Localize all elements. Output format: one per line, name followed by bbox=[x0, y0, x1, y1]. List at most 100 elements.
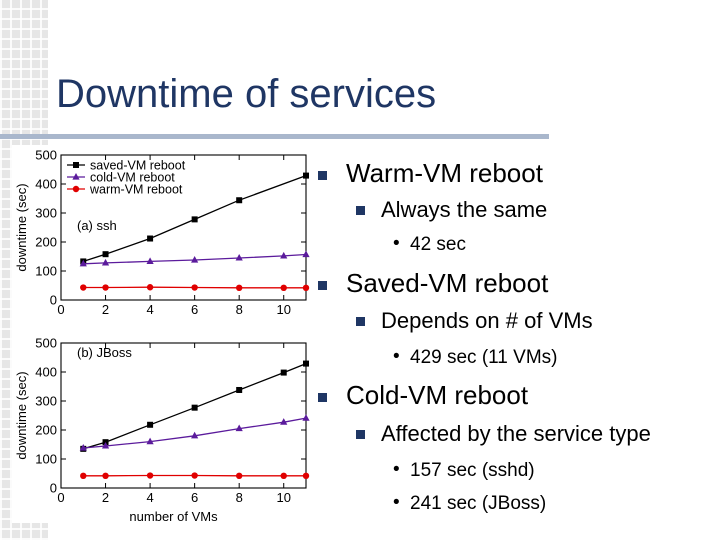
chart-ssh-legend-label: warm-VM reboot bbox=[89, 183, 183, 197]
chart-jboss-data-point bbox=[280, 418, 288, 425]
chart-ssh-y-tick-label: 0 bbox=[50, 293, 57, 308]
bullet-square bbox=[318, 393, 327, 402]
chart-ssh-x-tick-label: 2 bbox=[102, 302, 109, 317]
chart-ssh-x-tick-label: 0 bbox=[57, 302, 64, 317]
chart-ssh-data-point bbox=[102, 251, 109, 258]
chart-ssh-data-point bbox=[302, 250, 310, 258]
chart-ssh-data-point bbox=[191, 255, 199, 263]
bullet-dot: • bbox=[393, 492, 400, 513]
chart-ssh-annotation: (a) ssh bbox=[77, 218, 117, 233]
chart-jboss-data-point bbox=[280, 472, 287, 480]
chart-jboss-series-1 bbox=[79, 414, 310, 451]
chart-ssh-data-point bbox=[236, 197, 243, 204]
chart-ssh-data-point bbox=[235, 284, 243, 292]
bullet-text: Warm-VM reboot bbox=[346, 158, 543, 188]
bullet-square bbox=[318, 171, 327, 180]
chart-ssh-plot-frame bbox=[60, 154, 307, 301]
chart-jboss: 0 2 4 6 8 10 0 100 200 300 400 500 downtime (sec) num… bbox=[12, 333, 316, 523]
chart-jboss-data-point bbox=[147, 421, 154, 428]
chart-jboss-data-point bbox=[235, 472, 243, 480]
chart-ssh-y-tick-label: 400 bbox=[35, 177, 57, 192]
chart-ssh-series-1 bbox=[79, 250, 310, 267]
chart-jboss-y-tick-label: 200 bbox=[35, 423, 57, 438]
chart-jboss-data-point bbox=[79, 443, 87, 451]
chart-ssh-x-tick-label: 10 bbox=[276, 302, 290, 317]
chart-ssh-legend-label: saved-VM reboot bbox=[90, 159, 186, 173]
chart-jboss-data-point bbox=[235, 424, 243, 432]
chart-jboss-data-point bbox=[191, 431, 199, 439]
chart-ssh-y-tick-label: 100 bbox=[35, 264, 57, 279]
chart-jboss-y-tick-label: 300 bbox=[35, 394, 57, 409]
bullet-square bbox=[356, 430, 365, 439]
bullet-text: Affected by the service type bbox=[381, 421, 651, 446]
chart-ssh-series-2 bbox=[80, 284, 310, 292]
chart-ssh-x-tick-label: 6 bbox=[191, 302, 198, 317]
title-underline bbox=[0, 134, 549, 139]
chart-jboss-x-axis-label: number of VMs bbox=[129, 509, 218, 523]
chart-ssh-data-point bbox=[146, 257, 154, 265]
chart-jboss-data-point bbox=[280, 369, 287, 376]
bullet-square bbox=[356, 317, 365, 326]
chart-jboss-data-point bbox=[191, 472, 198, 479]
chart-jboss-x-tick-label: 2 bbox=[102, 490, 109, 505]
chart-jboss-annotation: (b) JBoss bbox=[77, 345, 132, 360]
bullet-text: Depends on # of VMs bbox=[381, 308, 593, 333]
chart-ssh: 0 2 4 6 8 10 0 100 200 300 400 500 downtime (sec) (a)… bbox=[12, 145, 316, 335]
chart-ssh-data-point bbox=[102, 284, 109, 291]
chart-ssh-legend-marker bbox=[72, 185, 80, 193]
chart-jboss-data-point bbox=[302, 472, 310, 480]
chart-jboss-data-point bbox=[303, 360, 309, 367]
chart-jboss-data-point bbox=[146, 437, 154, 445]
bullet-text: 241 sec (JBoss) bbox=[410, 493, 547, 514]
chart-jboss-y-tick-label: 400 bbox=[35, 365, 57, 380]
chart-ssh-data-point bbox=[146, 284, 154, 291]
bullet-text: Always the same bbox=[381, 197, 548, 222]
chart-ssh-y-tick-label: 500 bbox=[35, 148, 57, 163]
chart-ssh-y-axis-label: downtime (sec) bbox=[14, 183, 29, 271]
chart-jboss-data-point bbox=[80, 472, 87, 480]
chart-jboss-data-point bbox=[191, 404, 198, 411]
chart-ssh-legend-label: cold-VM reboot bbox=[90, 171, 175, 185]
bullet-text: 157 sec (sshd) bbox=[410, 460, 535, 481]
chart-ssh-data-point bbox=[101, 258, 110, 266]
chart-ssh-data-point bbox=[302, 284, 310, 292]
chart-ssh-x-tick-label: 8 bbox=[236, 302, 243, 317]
chart-jboss-y-tick-label: 0 bbox=[50, 481, 57, 496]
chart-ssh-data-point bbox=[80, 284, 87, 291]
bullet-dot: • bbox=[393, 346, 400, 367]
chart-jboss-background bbox=[12, 333, 316, 523]
chart-jboss-series-2 bbox=[80, 472, 310, 480]
chart-ssh-data-point bbox=[280, 284, 287, 292]
bullet-text: Cold-VM reboot bbox=[346, 380, 529, 410]
bullet-text: 42 sec bbox=[410, 234, 466, 255]
chart-ssh-series-line bbox=[83, 174, 307, 263]
chart-jboss-data-point bbox=[102, 472, 109, 480]
chart-ssh-legend-marker bbox=[73, 162, 79, 168]
chart-ssh-legend-marker bbox=[72, 173, 80, 180]
chart-ssh-y-tick-label: 200 bbox=[35, 235, 57, 250]
chart-ssh-data-point bbox=[79, 259, 87, 267]
chart-jboss-y-axis-label: downtime (sec) bbox=[14, 371, 29, 459]
chart-ssh-data-point bbox=[303, 172, 309, 179]
bullet-square bbox=[356, 206, 365, 215]
chart-jboss-x-tick-label: 8 bbox=[236, 490, 243, 505]
chart-jboss-data-point bbox=[101, 441, 110, 449]
bullet-text: Saved-VM reboot bbox=[346, 268, 549, 298]
chart-ssh-x-tick-label: 4 bbox=[146, 302, 153, 317]
chart-ssh-data-point bbox=[147, 235, 154, 242]
chart-ssh-data-point bbox=[235, 253, 243, 261]
chart-jboss-data-point bbox=[236, 386, 243, 393]
chart-ssh-data-point bbox=[191, 216, 198, 223]
bullet-square bbox=[318, 281, 327, 290]
chart-ssh-background bbox=[12, 145, 316, 335]
chart-jboss-data-point bbox=[146, 472, 154, 479]
chart-ssh-y-tick-label: 300 bbox=[35, 206, 57, 221]
slide-title: Downtime of services bbox=[56, 72, 437, 116]
chart-ssh-data-point bbox=[280, 251, 288, 259]
chart-jboss-x-tick-label: 4 bbox=[146, 490, 153, 505]
chart-jboss-y-tick-label: 500 bbox=[35, 336, 57, 351]
bullet-dot: • bbox=[393, 233, 400, 254]
chart-jboss-y-tick-label: 100 bbox=[35, 452, 57, 467]
